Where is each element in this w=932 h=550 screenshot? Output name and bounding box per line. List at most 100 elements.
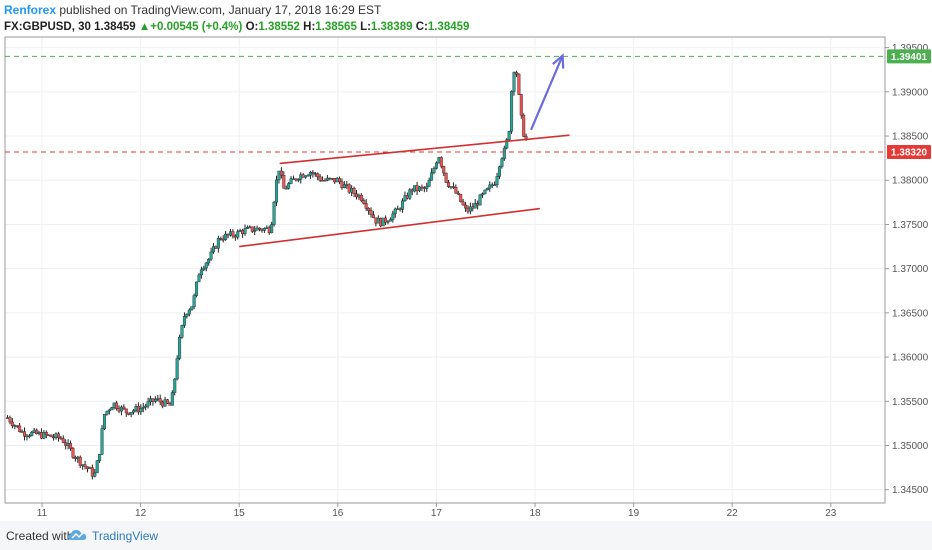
high-value: 1.38565 <box>315 21 357 33</box>
candle-body <box>267 227 271 234</box>
close-label: C: <box>415 21 428 33</box>
open-value: 1.38552 <box>258 21 300 33</box>
candle-body <box>434 162 438 169</box>
candle-body <box>245 227 249 229</box>
trend-arrow[interactable] <box>530 55 564 131</box>
candle-body <box>47 434 51 437</box>
candle-body <box>170 392 174 406</box>
candle-body <box>124 408 128 414</box>
candle-body <box>10 421 14 426</box>
author-link[interactable]: Renforex <box>4 3 57 17</box>
candle-body <box>277 170 281 181</box>
candle-body <box>258 227 262 230</box>
candle-body <box>119 406 123 412</box>
candle-body <box>236 231 240 238</box>
candle-body <box>95 460 99 474</box>
channel-line[interactable] <box>239 207 541 248</box>
candle-body <box>151 398 155 402</box>
candle-body <box>522 114 526 137</box>
y-tick-label: 1.36500 <box>892 308 929 319</box>
candle-body <box>25 435 29 438</box>
tradingview-brand[interactable]: TradingView <box>92 529 159 543</box>
candle-body <box>369 210 373 216</box>
candle-body <box>396 208 400 210</box>
candle-body <box>187 309 191 315</box>
candle-body <box>233 235 237 238</box>
candle-body <box>512 72 516 92</box>
candle-body <box>132 410 136 413</box>
level-lines[interactable] <box>5 55 885 153</box>
candle-body <box>381 217 385 227</box>
candle-body <box>163 399 167 407</box>
x-tick-label: 16 <box>332 508 344 519</box>
candle-body <box>158 398 162 403</box>
candle-body <box>153 398 157 402</box>
candle-body <box>105 410 109 415</box>
x-tick-label: 12 <box>135 508 147 519</box>
candle-body <box>352 188 356 194</box>
candle-body <box>306 175 310 177</box>
candle-body <box>260 228 264 231</box>
low-label: L: <box>360 21 371 33</box>
candle-body <box>64 442 68 446</box>
candle-body <box>71 448 75 458</box>
close-value: 1.38459 <box>427 21 470 33</box>
candle-body <box>241 230 245 235</box>
candle-body <box>437 157 441 164</box>
candle-body <box>81 464 85 466</box>
candle-body <box>90 467 94 477</box>
open-label: O: <box>245 21 259 33</box>
candle-body <box>182 316 186 326</box>
candle-body <box>466 207 470 212</box>
price-chart[interactable]: 1.39500 1.39000 1.38500 1.38000 1.37500 1.370… <box>0 0 932 521</box>
y-tick-label: 1.35000 <box>892 441 929 452</box>
price-axis[interactable]: 1.39500 1.39000 1.38500 1.38000 1.37500 1.370… <box>885 43 931 496</box>
candle-body <box>270 224 274 234</box>
candle-body <box>37 432 41 435</box>
channel-line[interactable] <box>279 134 570 165</box>
candle-body <box>32 429 36 433</box>
y-tick-label: 1.34500 <box>892 485 929 496</box>
candle-body <box>144 405 148 408</box>
candle-body <box>374 217 378 224</box>
candle-body <box>216 238 220 249</box>
candle-body <box>420 186 424 189</box>
candle-body <box>262 228 266 231</box>
y-tick-label: 1.37000 <box>892 264 929 275</box>
drawings[interactable] <box>239 53 570 248</box>
candle-body <box>255 227 259 231</box>
candle-body <box>401 200 405 210</box>
candle-body <box>296 179 300 181</box>
candle-body <box>497 166 501 177</box>
candle-body <box>165 399 169 404</box>
candle-body <box>325 177 329 181</box>
x-tick-label: 18 <box>529 508 541 519</box>
candle-body <box>112 402 116 408</box>
candle-body <box>78 456 82 466</box>
candle-body <box>209 251 213 260</box>
candle-body <box>413 185 417 192</box>
plot-frame <box>4 36 886 504</box>
candle-body <box>517 73 521 95</box>
candle-body <box>454 186 458 194</box>
candle-body <box>439 157 443 167</box>
candle-body <box>275 179 279 203</box>
candle-body <box>212 246 216 253</box>
candle-body <box>371 214 375 218</box>
candle-body <box>388 219 392 222</box>
candle-body <box>192 295 196 307</box>
time-axis[interactable]: 11 12 15 16 17 18 19 22 23 <box>37 503 837 519</box>
candle-body <box>282 175 286 189</box>
candle-body <box>180 325 184 338</box>
y-tick-label: 1.39500 <box>892 43 929 54</box>
candle-body <box>98 454 102 461</box>
candle-body <box>427 179 431 187</box>
candle-body <box>185 313 189 317</box>
x-tick-label: 17 <box>431 508 443 519</box>
x-tick-label: 22 <box>727 508 739 519</box>
up-triangle-icon: ▲ <box>138 21 151 33</box>
candle-body <box>18 425 22 432</box>
candle-body <box>444 172 448 183</box>
candle-body <box>340 181 344 189</box>
last-price: 1.38459 <box>94 21 136 33</box>
